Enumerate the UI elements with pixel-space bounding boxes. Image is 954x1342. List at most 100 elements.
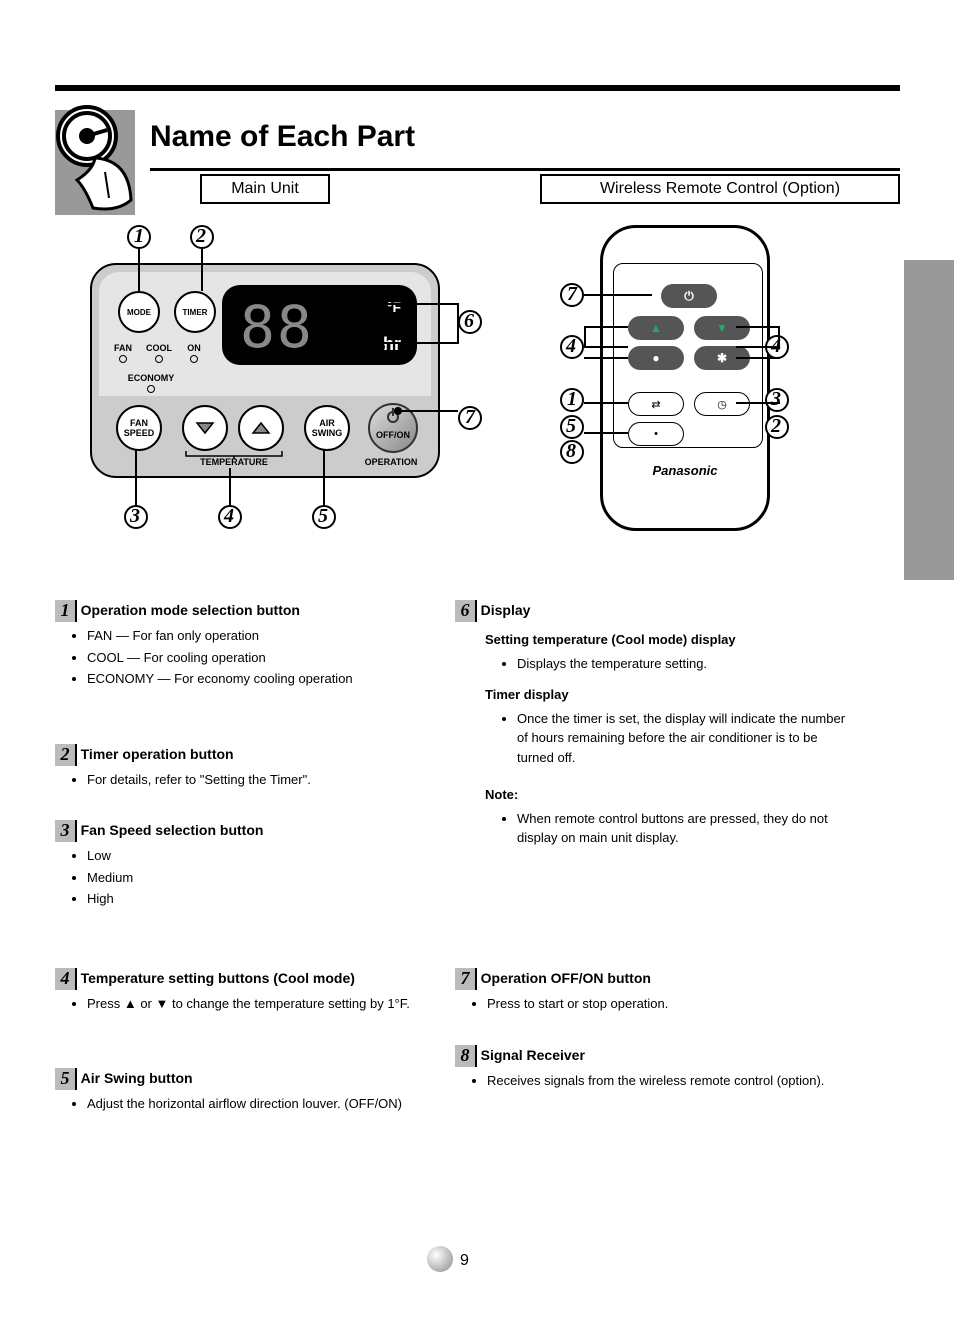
item-8-head: Signal Receiver [481,1047,585,1063]
lead-6v [457,303,459,344]
page-title: Name of Each Part [150,120,415,154]
item-6-t2: Timer display [485,685,855,705]
lead-4 [229,468,231,505]
item-1: 1 Operation mode selection button FAN — … [55,600,435,691]
item-4-head: Temperature setting buttons (Cool mode) [81,970,355,986]
item-3-b3: High [87,889,435,909]
clock-icon: ◷ [717,398,727,411]
n8: 8 [455,1045,477,1067]
item-6-t1b: Displays the temperature setting. [517,654,855,674]
control-panel: MODE TIMER FAN COOL ON ECONOMY 88 °F hr … [90,263,440,478]
economy-indicator: ECONOMY [120,373,182,393]
mode-button[interactable]: MODE [118,291,160,333]
up-icon: ▲ [650,321,662,335]
remote-swing-button[interactable]: ⇄ [628,392,684,416]
n6: 6 [455,600,477,622]
page-number-circle [427,1246,453,1272]
down-triangle-icon [195,421,215,435]
item-2: 2 Timer operation button For details, re… [55,744,435,792]
callout-1-num: 1 [134,225,144,248]
seg-digits: 88 [240,293,314,361]
label-remote: Wireless Remote Control (Option) [540,174,900,204]
temp-up-button[interactable] [238,405,284,451]
item-3-b2: Medium [87,868,435,888]
down-icon: ▼ [716,321,728,335]
item-8: 8 Signal Receiver Receives signals from … [455,1045,855,1093]
brand-label: Panasonic [603,463,767,478]
item-3-b1: Low [87,846,435,866]
item-6-head: Display [481,602,531,618]
up-triangle-icon [251,421,271,435]
timer-label: TIMER [183,308,208,317]
item-1-b1: FAN — For fan only operation [87,626,435,646]
air-swing-button[interactable]: AIR SWING [304,405,350,451]
remote-mode-button[interactable]: ● [628,346,684,370]
air-swing-l1: AIR [319,418,335,428]
lead-1 [138,249,140,291]
lead-6b [380,342,457,344]
remote-timer-button[interactable]: ◷ [694,392,750,416]
header-icon [55,110,135,215]
temp-bracket [184,451,284,459]
item-7: 7 Operation OFF/ON button Press to start… [455,968,855,1016]
fan-speed-l1: FAN [130,418,148,428]
item-8-b1: Receives signals from the wireless remot… [487,1071,855,1091]
on-indicator: ON [180,343,208,363]
remote-temp-up-button[interactable]: ▲ [628,316,684,340]
cool-indicator: COOL [142,343,176,363]
page-number: 9 [460,1252,469,1270]
item-6-t1: Setting temperature (Cool mode) display [485,630,855,650]
callout-6-num: 6 [464,310,474,333]
callout-5-num: 5 [318,505,328,528]
operation-caption: OPERATION [354,457,428,467]
item-5: 5 Air Swing button Adjust the horizontal… [55,1068,435,1116]
timer-button[interactable]: TIMER [174,291,216,333]
page: Name of Each Part Main Unit Wireless Rem… [0,0,954,1342]
item-4: 4 Temperature setting buttons (Cool mode… [55,968,435,1016]
item-6-t2b: Once the timer is set, the display will … [517,709,855,768]
item-2-head: Timer operation button [81,746,234,762]
fan-icon: ✱ [717,351,727,365]
lead-2 [201,249,203,291]
side-tab [904,260,954,580]
item-6-noteb: When remote control buttons are pressed,… [517,809,855,848]
lead-5 [323,450,325,505]
lcd-display: 88 °F hr [222,285,417,365]
hr-label: hr [383,334,401,355]
item-6: 6 Display Setting temperature (Cool mode… [455,600,855,850]
air-swing-l2: SWING [312,428,343,438]
remote-temp-down-button[interactable]: ▼ [694,316,750,340]
title-rule [150,168,900,171]
fan-speed-button[interactable]: FAN SPEED [116,405,162,451]
item-3: 3 Fan Speed selection button Low Medium … [55,820,435,911]
callout-7-num: 7 [465,406,475,429]
lead-7 [398,410,458,412]
remote-power-icon: ⏻ [684,289,694,304]
item-7-b1: Press to start or stop operation. [487,994,855,1014]
callout-3-num: 3 [130,505,140,528]
item-5-head: Air Swing button [81,1070,193,1086]
item-6-note: Note: [485,787,518,802]
remote-power-button[interactable]: ⏻ [661,284,717,308]
lead-6a [378,303,458,305]
callout-2-num: 2 [196,225,206,248]
item-1-head: Operation mode selection button [81,602,300,618]
lead-dot-6a [372,305,380,313]
lead-dot-6b [377,343,385,351]
remote-extra-button[interactable]: • [628,422,684,446]
n7: 7 [455,968,477,990]
lead-3 [135,450,137,505]
item-4-b1: Press ▲ or ▼ to change the temperature s… [87,994,435,1014]
item-3-head: Fan Speed selection button [81,822,264,838]
n3: 3 [55,820,77,842]
n5: 5 [55,1068,77,1090]
dot-7 [394,407,402,415]
n4: 4 [55,968,77,990]
label-main-unit: Main Unit [200,174,330,204]
fan-indicator: FAN [108,343,138,363]
callout-4-num: 4 [224,505,234,528]
swing-icon: ⇄ [651,398,660,411]
item-7-head: Operation OFF/ON button [481,970,651,986]
temp-down-button[interactable] [182,405,228,451]
remote-control: ⏻ ▲ ▼ ● ✱ ⇄ ◷ • Panasonic [600,225,770,531]
